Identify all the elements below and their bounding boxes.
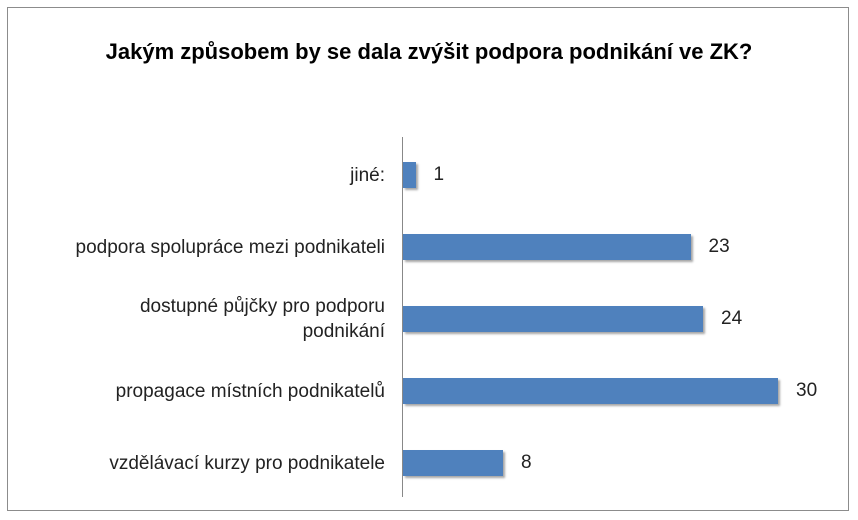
chart-frame (7, 7, 849, 511)
category-label: dostupné půjčky pro podporu podnikání (139, 296, 385, 342)
data-label: 8 (521, 452, 532, 473)
bar (403, 234, 691, 260)
category-label: jiné: (350, 164, 385, 186)
bar (403, 450, 503, 476)
data-label: 24 (721, 308, 743, 329)
data-label: 23 (708, 236, 730, 257)
chart-title: Jakým způsobem by se dala zvýšit podpora… (105, 39, 753, 64)
category-label: vzdělávací kurzy pro podnikatele (109, 452, 385, 474)
bar (403, 306, 703, 332)
bar (403, 378, 778, 404)
category-axis (402, 137, 403, 497)
category-label: podpora spolupráce mezi podnikateli (75, 236, 385, 258)
data-label: 30 (796, 380, 818, 401)
category-label: propagace místních podnikatelů (115, 380, 385, 402)
bar (403, 162, 416, 188)
data-label: 1 (433, 164, 445, 185)
